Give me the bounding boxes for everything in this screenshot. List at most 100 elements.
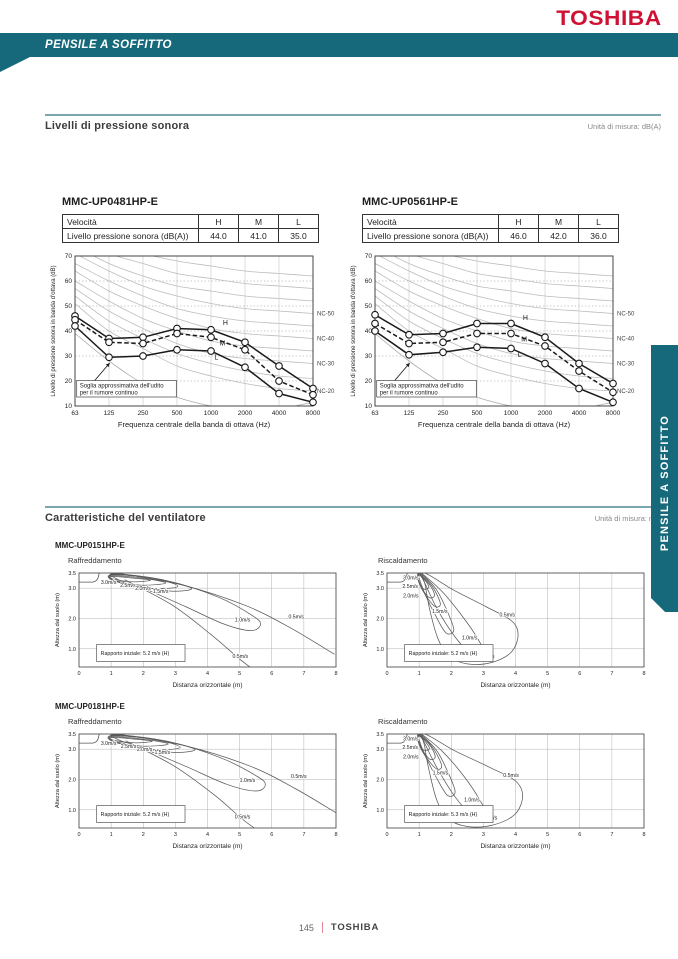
y-axis-title: Altezza dal suolo (m) bbox=[363, 754, 369, 808]
contour-path bbox=[417, 735, 430, 752]
x-tick-label: 4000 bbox=[572, 410, 587, 417]
annotation-box bbox=[376, 380, 477, 398]
fan-chart-0151-heating: 3.0m/s2.5m/s2.0m/s1.5m/s1.0m/s0.5m/s0.5m… bbox=[363, 571, 646, 689]
y-tick-label: 30 bbox=[365, 353, 373, 360]
series-marker bbox=[541, 333, 549, 342]
annotation-arrow bbox=[94, 362, 111, 381]
x-tick-label: 4 bbox=[514, 832, 517, 838]
x-tick-label: 7 bbox=[610, 671, 613, 677]
series-marker bbox=[575, 384, 583, 393]
y-tick-label: 1.0 bbox=[68, 808, 76, 814]
page-footer: 145 TOSHIBA bbox=[0, 922, 678, 933]
x-tick-label: 6 bbox=[270, 671, 273, 677]
note-box bbox=[96, 644, 186, 662]
x-tick-label: 2000 bbox=[238, 410, 253, 417]
nc-label: NC-20 bbox=[317, 389, 335, 395]
y-tick-label: 3.5 bbox=[68, 732, 76, 738]
contour-path bbox=[124, 579, 251, 667]
contour-label: 0.5m/s bbox=[503, 773, 519, 779]
table-cell-m: 41.0 bbox=[238, 228, 279, 243]
x-tick-label: 0 bbox=[77, 832, 80, 838]
series-label: M bbox=[521, 337, 527, 344]
nc-reference-curve bbox=[75, 288, 313, 364]
x-tick-label: 2 bbox=[142, 832, 145, 838]
series-marker bbox=[241, 338, 249, 347]
annotation-arrow bbox=[394, 362, 411, 381]
section-header-fan: Caratteristiche del ventilatore Unità di… bbox=[45, 506, 661, 524]
x-tick-label: 8000 bbox=[306, 410, 321, 417]
footer-divider bbox=[321, 922, 323, 933]
series-line-L bbox=[74, 325, 314, 404]
y-tick-label: 10 bbox=[365, 403, 373, 410]
y-axis-title: Livello di pressione sonora in banda d'o… bbox=[51, 265, 57, 396]
series-marker bbox=[541, 359, 549, 368]
section-header-sound: Livelli di pressione sonora Unità di mis… bbox=[45, 114, 661, 132]
y-tick-label: 1.0 bbox=[68, 647, 76, 653]
footer-brand: TOSHIBA bbox=[330, 922, 380, 933]
series-marker bbox=[439, 338, 447, 347]
fan-chart-title-cooling: Raffreddamento bbox=[68, 717, 122, 726]
contour-path bbox=[107, 575, 167, 586]
x-tick-label: 250 bbox=[138, 410, 149, 417]
x-tick-label: 7 bbox=[302, 832, 305, 838]
y-tick-label: 3.0 bbox=[68, 586, 76, 592]
nc-reference-curve bbox=[75, 303, 313, 392]
x-tick-label: 4 bbox=[206, 671, 209, 677]
contour-label: 0.5m/s bbox=[235, 814, 251, 820]
series-marker bbox=[405, 339, 413, 348]
section-title-fan: Caratteristiche del ventilatore bbox=[45, 512, 206, 524]
x-tick-label: 5 bbox=[546, 671, 549, 677]
series-marker bbox=[439, 329, 447, 338]
note-box bbox=[404, 805, 494, 823]
annotation-text: per il rumore continuo bbox=[380, 390, 439, 396]
x-tick-label: 63 bbox=[71, 410, 79, 417]
fan-chart-title-heating: Riscaldamento bbox=[378, 717, 428, 726]
x-tick-label: 1000 bbox=[204, 410, 219, 417]
x-axis-title: Distanza orizzontale (m) bbox=[480, 843, 550, 850]
nc-reference-curve bbox=[415, 256, 613, 289]
y-tick-label: 3.5 bbox=[376, 732, 384, 738]
x-tick-label: 8000 bbox=[606, 410, 621, 417]
series-marker bbox=[575, 359, 583, 368]
table-header-velocita: Velocità bbox=[362, 214, 499, 229]
y-axis-title: Altezza dal suolo (m) bbox=[55, 754, 61, 808]
table-header-h: H bbox=[498, 214, 539, 229]
nc-label: NC-50 bbox=[317, 312, 335, 318]
sound-table-0481: Velocità H M L Livello pressione sonora … bbox=[62, 214, 319, 243]
y-tick-label: 20 bbox=[65, 378, 73, 385]
x-axis-title: Frequenza centrale della banda di ottava… bbox=[118, 420, 271, 429]
series-marker bbox=[241, 363, 249, 372]
y-tick-label: 3.0 bbox=[376, 586, 384, 592]
nc-reference-curves bbox=[75, 256, 313, 406]
series-line-H bbox=[74, 315, 314, 390]
side-tab-label: PENSILE A SOFFITTO bbox=[658, 415, 671, 552]
x-tick-label: 6 bbox=[578, 832, 581, 838]
y-tick-label: 60 bbox=[65, 278, 73, 285]
x-tick-label: 2 bbox=[142, 671, 145, 677]
series-line-M bbox=[374, 322, 614, 393]
contour-path bbox=[422, 573, 519, 665]
unit-note-fan: Unità di misura: m/s bbox=[594, 514, 661, 523]
series-marker bbox=[139, 352, 147, 360]
note-text: Rapporto iniziale: 5.2 m/s (H) bbox=[101, 651, 170, 657]
annotation-text: Soglia approssimativa dell'udito bbox=[80, 383, 165, 389]
unit-note-sound: Unità di misura: dB(A) bbox=[587, 122, 661, 131]
x-tick-label: 2 bbox=[450, 832, 453, 838]
contour-path bbox=[418, 734, 456, 797]
contour-path bbox=[116, 573, 335, 655]
series-marker bbox=[473, 319, 481, 328]
contour-label: 1.5m/s bbox=[154, 750, 170, 756]
x-tick-label: 500 bbox=[472, 410, 483, 417]
x-tick-label: 8 bbox=[642, 832, 645, 838]
x-tick-label: 0 bbox=[77, 671, 80, 677]
model-title-0151: MMC-UP0151HP-E bbox=[55, 541, 125, 550]
series-marker bbox=[541, 342, 549, 350]
contour-path bbox=[117, 734, 336, 814]
x-tick-label: 6 bbox=[578, 671, 581, 677]
series-label: H bbox=[523, 315, 528, 322]
series-marker bbox=[609, 379, 617, 388]
nc-label: NC-40 bbox=[317, 337, 335, 343]
side-tab-pensile-a-soffitto: PENSILE A SOFFITTO bbox=[651, 345, 678, 612]
table-header-l: L bbox=[578, 214, 619, 229]
series-line-H bbox=[374, 314, 614, 385]
